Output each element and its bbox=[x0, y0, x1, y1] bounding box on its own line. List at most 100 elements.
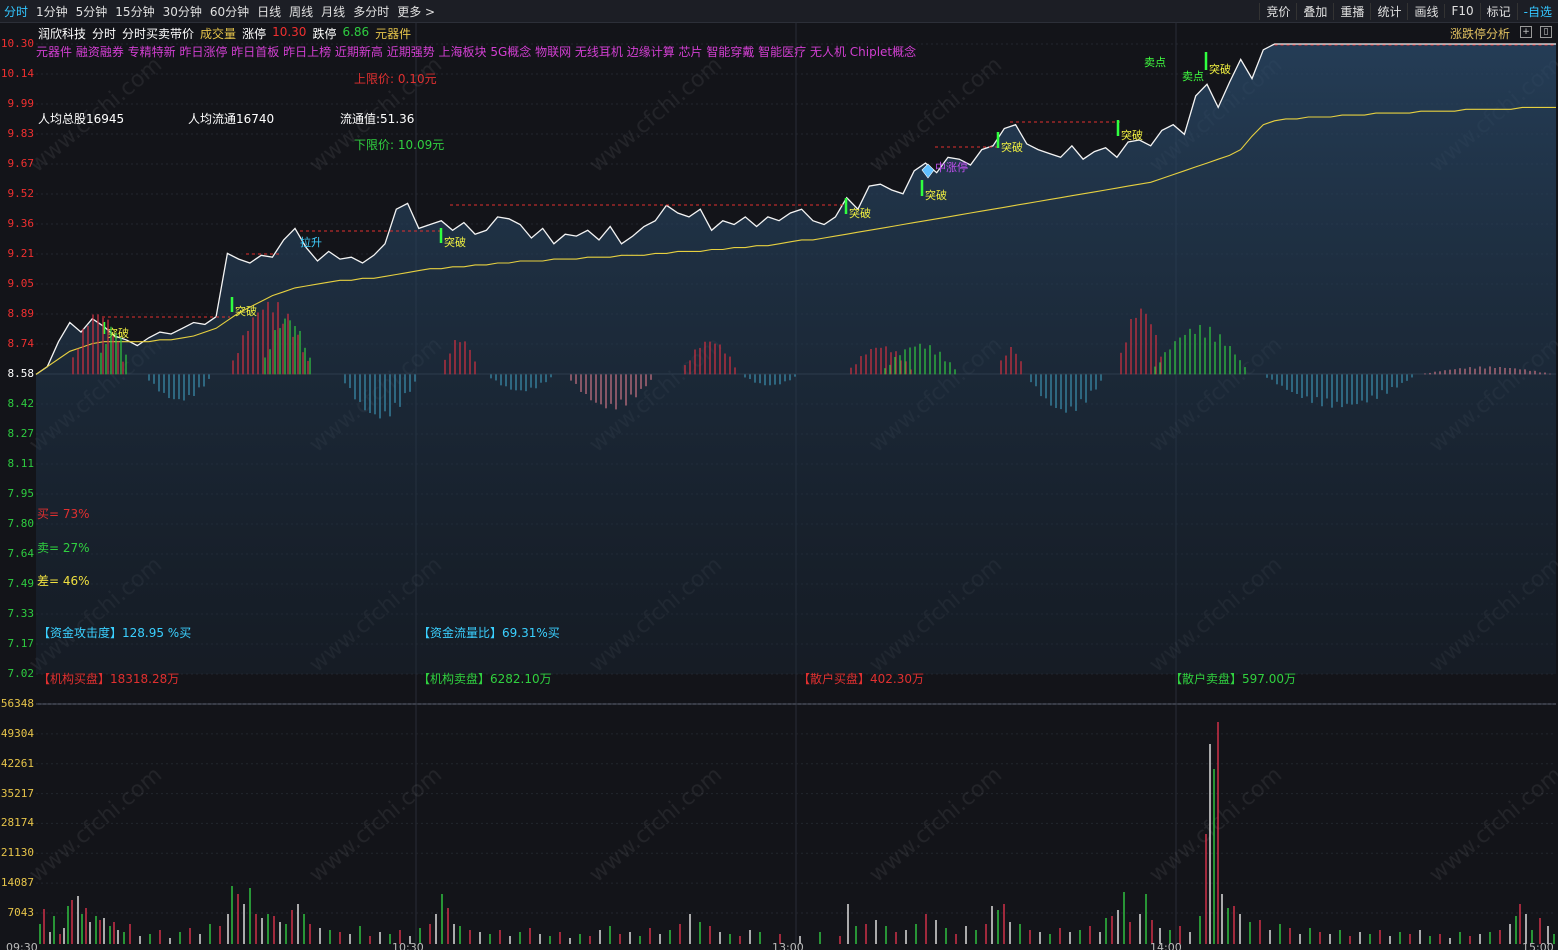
breakout-label: 突破 bbox=[1121, 128, 1143, 142]
sell-point-label: 卖点 bbox=[1144, 56, 1166, 69]
price-tick: 9.67 bbox=[7, 157, 35, 170]
mode-fenshi-price[interactable]: 分时买卖带价 bbox=[122, 27, 195, 41]
tab-10[interactable]: 更多 > bbox=[397, 4, 436, 19]
tool-3[interactable]: 统计 bbox=[1370, 2, 1407, 20]
pullup-label: 拉升 bbox=[300, 235, 322, 249]
breakout-label: 突破 bbox=[849, 206, 871, 220]
sector-label: 元器件 bbox=[375, 27, 412, 41]
time-tick: 15:00 bbox=[1522, 941, 1554, 950]
plus-icon[interactable]: + bbox=[1520, 26, 1532, 38]
price-tick: 7.64 bbox=[7, 547, 35, 560]
buy-ratio: 买= 73% bbox=[37, 507, 90, 521]
tab-8[interactable]: 月线 bbox=[321, 4, 346, 19]
price-tick: 8.42 bbox=[7, 397, 35, 410]
top-toolbar: 分时 1分钟 5分钟 15分钟 30分钟 60分钟 日线 周线 月线 多分时 更多 > 竞价 叠加 重播… bbox=[0, 0, 1558, 23]
right-tools: 竞价 叠加 重播 统计 画线 F10 标记 -自选 bbox=[1259, 0, 1558, 22]
breakout-label: 突破 bbox=[444, 235, 466, 249]
price-tick: 9.83 bbox=[7, 127, 35, 140]
price-tick: 7.80 bbox=[7, 517, 35, 530]
watermark-text: www.cfchi.com bbox=[585, 762, 727, 887]
price-tick: 9.05 bbox=[7, 277, 35, 290]
breakout-label: 突破 bbox=[107, 326, 129, 340]
diamond-icon bbox=[921, 163, 935, 179]
retail-sell: 【散户卖盘】597.00万 bbox=[1170, 672, 1296, 686]
limit-down-value: 6.86 bbox=[342, 25, 370, 39]
tab-6[interactable]: 日线 bbox=[257, 4, 282, 19]
price-tick: 7.49 bbox=[7, 577, 35, 590]
sell-ratio: 卖= 27% bbox=[37, 541, 90, 555]
float-value: 流通值:51.36 bbox=[340, 112, 415, 126]
mid-rise-label: 中涨停 bbox=[935, 160, 968, 174]
volume-tick: 42261 bbox=[0, 756, 34, 770]
volume-tick: 56348 bbox=[0, 697, 34, 710]
tab-2[interactable]: 5分钟 bbox=[75, 4, 108, 19]
tab-7[interactable]: 周线 bbox=[289, 4, 314, 19]
price-tick: 8.89 bbox=[7, 307, 35, 320]
tool-0[interactable]: 竞价 bbox=[1259, 2, 1296, 20]
limit-analysis-title[interactable]: 涨跌停分析 bbox=[1449, 27, 1510, 41]
inst-sell: 【机构卖盘】6282.10万 bbox=[418, 672, 552, 686]
window-icon[interactable]: ▯ bbox=[1540, 26, 1552, 38]
panel-icons: + ▯ bbox=[1520, 26, 1552, 38]
avg-total-shares: 人均总股16945 bbox=[38, 112, 125, 126]
tab-9[interactable]: 多分时 bbox=[353, 4, 390, 19]
watermark-text: www.cfchi.com bbox=[1425, 762, 1558, 887]
tab-1[interactable]: 1分钟 bbox=[36, 4, 68, 19]
tool-2[interactable]: 重播 bbox=[1333, 2, 1370, 20]
tool-4[interactable]: 画线 bbox=[1407, 2, 1444, 20]
tool-5[interactable]: F10 bbox=[1444, 4, 1479, 18]
tab-3[interactable]: 15分钟 bbox=[115, 4, 155, 19]
volume-tick: 14087 bbox=[0, 876, 34, 890]
volume-label[interactable]: 成交量 bbox=[200, 27, 237, 41]
y-axis: 10.30 10.14 9.99 9.83 9.67 9.52 9.36 9.21 9.05 8.… bbox=[0, 22, 36, 950]
avg-float-shares: 人均流通16740 bbox=[188, 112, 275, 126]
watermark-text: www.cfchi.com bbox=[585, 52, 727, 177]
price-area bbox=[36, 44, 1556, 674]
tab-4[interactable]: 30分钟 bbox=[162, 4, 202, 19]
limit-up-label: 涨停 bbox=[242, 27, 267, 41]
watermark-text: www.cfchi.com bbox=[1145, 762, 1287, 887]
retail-buy: 【散户买盘】402.30万 bbox=[798, 672, 924, 686]
breakout-label: 突破 bbox=[235, 304, 257, 318]
diff-ratio: 差= 46% bbox=[37, 574, 90, 588]
watermark-text: www.cfchi.com bbox=[865, 762, 1007, 887]
tool-1[interactable]: 叠加 bbox=[1296, 2, 1333, 20]
tab-5[interactable]: 60分钟 bbox=[209, 4, 250, 19]
sell-point-label-2: 卖点 bbox=[1182, 70, 1204, 83]
capital-attack: 【资金攻击度】128.95 %买 bbox=[38, 626, 192, 640]
tool-6[interactable]: 标记 bbox=[1479, 2, 1517, 20]
price-tick: 7.17 bbox=[7, 637, 35, 650]
price-tick: 7.33 bbox=[7, 607, 35, 620]
avg-line bbox=[35, 106, 1556, 375]
price-tick: 7.95 bbox=[7, 487, 35, 500]
price-tick: 9.21 bbox=[7, 247, 35, 260]
mode-fenshi[interactable]: 分时 bbox=[92, 27, 117, 41]
stock-name: 润欣科技 bbox=[38, 27, 87, 41]
watermark-text: www.cfchi.com bbox=[305, 762, 447, 887]
capital-flow-ratio: 【资金流量比】69.31%买 bbox=[418, 626, 560, 640]
concept-tags[interactable]: 元器件 融资融券 专精特新 昨日涨停 昨日首板 昨日上榜 近期新高 近期强势 上… bbox=[36, 45, 917, 59]
price-tick: 10.14 bbox=[0, 67, 34, 80]
tool-7[interactable]: -自选 bbox=[1516, 2, 1558, 20]
price-tick: 8.11 bbox=[7, 457, 35, 470]
limit-up-value: 10.30 bbox=[272, 25, 307, 39]
breakout-label: 突破 bbox=[925, 188, 947, 202]
price-line bbox=[35, 43, 1556, 375]
price-tick: 7.02 bbox=[7, 667, 35, 680]
time-tick: 09:30 bbox=[6, 941, 38, 950]
volume-tick: 21130 bbox=[0, 846, 34, 860]
volume-tick: 49304 bbox=[0, 726, 34, 740]
price-tick: 8.74 bbox=[7, 337, 35, 350]
volume-tick: 28174 bbox=[0, 816, 34, 830]
stock-info-line: 润欣科技 分时 分时买卖带价 成交量 涨停 10.30 跌停 6.86 元器件 bbox=[38, 25, 411, 42]
lower-limit-price: 下限价: 10.09元 bbox=[354, 138, 445, 152]
time-tick: 14:00 bbox=[1150, 941, 1182, 950]
limit-down-label: 跌停 bbox=[312, 27, 337, 41]
price-tick: 9.99 bbox=[7, 97, 35, 110]
price-tick: 9.36 bbox=[7, 217, 35, 230]
volume-tick: 7043 bbox=[7, 906, 35, 919]
tab-0[interactable]: 分时 bbox=[4, 4, 29, 19]
watermark-text: www.cfchi.com bbox=[25, 762, 167, 887]
price-tick: 8.58 bbox=[7, 367, 35, 380]
